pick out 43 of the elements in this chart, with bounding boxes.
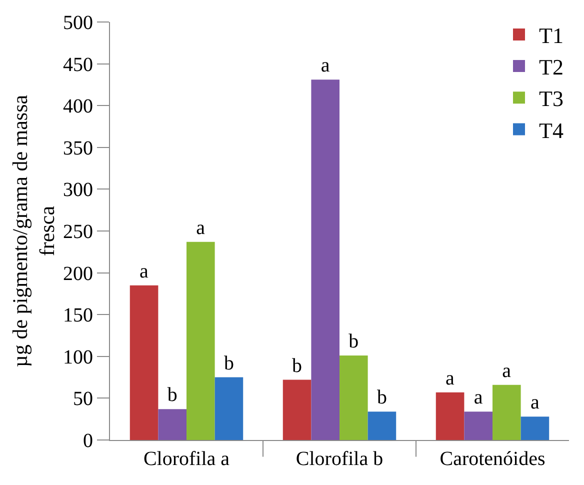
legend-label: T4 — [539, 118, 564, 143]
data-label: b — [224, 352, 234, 374]
bar — [520, 416, 550, 440]
bar — [214, 377, 244, 440]
bar — [464, 412, 492, 440]
y-tick-label: 0 — [83, 430, 93, 452]
legend-label: T1 — [539, 23, 564, 48]
bar — [492, 384, 521, 440]
data-label: a — [474, 386, 483, 409]
x-tick-label: Clorofila b — [296, 448, 384, 470]
y-tick-label: 100 — [63, 346, 93, 368]
bar — [340, 356, 368, 440]
y-tick-label: 200 — [63, 262, 93, 285]
data-label: a — [530, 392, 540, 414]
y-tick-label: 500 — [63, 12, 93, 34]
bar — [368, 412, 396, 440]
bar — [311, 80, 340, 440]
y-tick-label: 300 — [63, 179, 93, 202]
y-tick-label: 450 — [63, 54, 93, 76]
legend-label: T3 — [539, 86, 564, 112]
y-tick-label: 250 — [63, 221, 93, 243]
x-tick-label: Carotenóides — [440, 448, 546, 470]
y-tick-label: 150 — [63, 304, 93, 327]
bar — [282, 380, 312, 440]
data-label: a — [446, 367, 455, 390]
data-label: b — [292, 354, 302, 377]
y-tick-label: 400 — [63, 96, 93, 118]
y-tick-label: 50 — [73, 388, 93, 410]
x-tick-label: Clorofila a — [143, 448, 230, 470]
bar — [158, 409, 186, 440]
legend-label: T2 — [539, 54, 564, 80]
data-label: a — [140, 260, 149, 282]
data-label: b — [376, 386, 387, 409]
y-axis-title: µg de pigmento/grama de massa fresca — [8, 94, 60, 368]
data-label: b — [167, 384, 178, 406]
data-label: a — [320, 54, 330, 77]
data-label: b — [348, 330, 359, 353]
bar — [436, 392, 464, 440]
data-label: a — [502, 360, 512, 382]
data-label: a — [196, 216, 206, 239]
bar — [130, 285, 158, 440]
y-tick-label: 350 — [63, 137, 93, 160]
bar — [186, 242, 215, 440]
